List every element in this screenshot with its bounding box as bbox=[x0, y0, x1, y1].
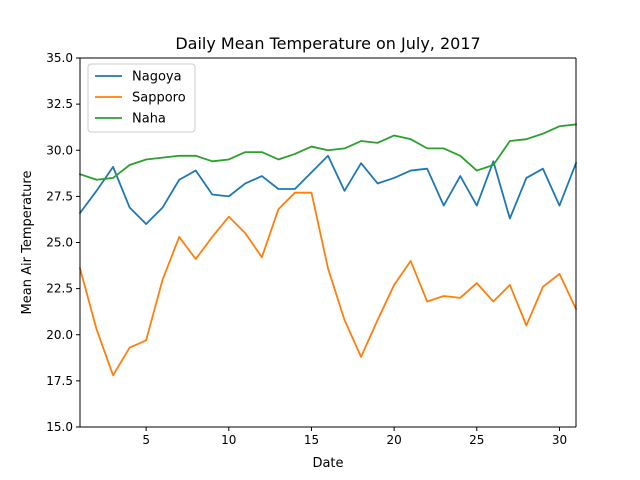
x-tick-label: 30 bbox=[552, 433, 567, 447]
series-line-nagoya bbox=[78, 154, 578, 225]
legend: Nagoya Sapporo Naha bbox=[87, 63, 196, 133]
y-axis-label: Mean Air Temperature bbox=[20, 171, 35, 315]
y-tick-label: 17.5 bbox=[46, 374, 73, 388]
legend-label-nagoya: Nagoya bbox=[132, 70, 182, 85]
y-tick-label: 32.5 bbox=[46, 97, 73, 111]
x-axis-ticks: 5 10 15 20 25 30 bbox=[142, 427, 567, 447]
x-tick-label: 20 bbox=[386, 433, 401, 447]
legend-box bbox=[87, 63, 196, 133]
y-tick-label: 22.5 bbox=[46, 282, 73, 296]
x-tick-label: 25 bbox=[469, 433, 484, 447]
y-axis-ticks: 15.0 17.5 20.0 22.5 25.0 27.5 30.0 32.5 35.0 bbox=[46, 51, 80, 434]
y-tick-label: 25.0 bbox=[46, 236, 73, 250]
y-tick-label: 15.0 bbox=[46, 420, 73, 434]
series-layer bbox=[78, 123, 578, 377]
y-tick-label: 27.5 bbox=[46, 189, 73, 203]
plot-frame bbox=[79, 57, 577, 428]
series-line-sapporo bbox=[78, 191, 578, 377]
legend-label-sapporo: Sapporo bbox=[132, 91, 186, 106]
x-axis-label: Date bbox=[312, 456, 343, 471]
x-tick-label: 5 bbox=[142, 433, 150, 447]
x-tick-label: 15 bbox=[304, 433, 319, 447]
series-line-naha bbox=[78, 123, 577, 181]
legend-label-naha: Naha bbox=[132, 112, 166, 127]
chart-title: Daily Mean Temperature on July, 2017 bbox=[175, 34, 480, 53]
x-tick-label: 10 bbox=[221, 433, 236, 447]
y-tick-label: 30.0 bbox=[46, 143, 73, 157]
y-tick-label: 20.0 bbox=[46, 328, 73, 342]
y-tick-label: 35.0 bbox=[46, 51, 73, 65]
